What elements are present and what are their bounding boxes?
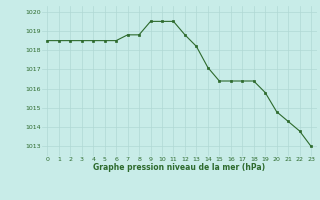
X-axis label: Graphe pression niveau de la mer (hPa): Graphe pression niveau de la mer (hPa) (93, 163, 265, 172)
